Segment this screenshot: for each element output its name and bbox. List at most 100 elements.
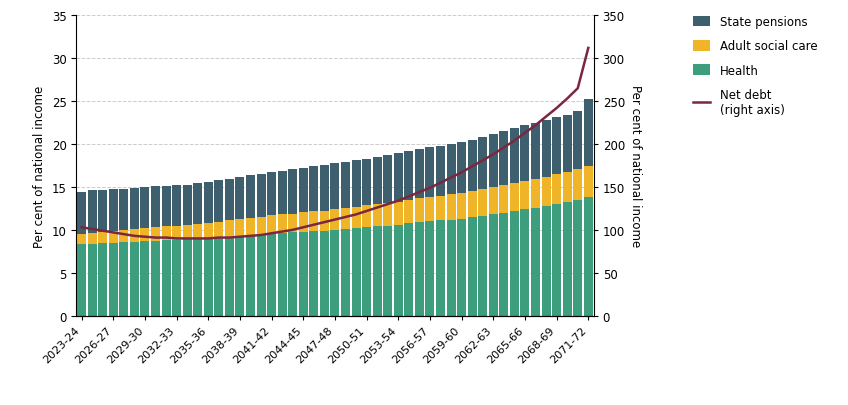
Bar [172,226,181,240]
Bar [236,220,244,236]
Bar [298,232,308,316]
Bar [204,224,213,239]
Bar [162,227,170,241]
Bar [109,243,118,316]
Bar [98,190,107,232]
Bar [478,190,488,217]
Bar [521,210,529,316]
Bar [141,188,149,228]
Bar [542,206,550,316]
Bar [521,126,529,181]
Bar [447,220,455,316]
Bar [383,156,393,203]
Bar [331,210,339,230]
Bar [257,234,265,316]
Bar [352,207,360,228]
Bar [352,228,360,316]
Bar [383,226,393,316]
Bar [393,225,403,316]
Bar [267,216,276,234]
Bar [393,154,403,202]
Bar [109,190,118,232]
Bar [130,230,139,242]
Bar [583,167,593,198]
Bar [415,198,424,223]
Bar [436,221,445,316]
Bar [552,175,561,205]
Bar [457,143,466,194]
Bar [436,146,445,196]
Bar [182,225,192,240]
Y-axis label: Per cent of national income: Per cent of national income [33,85,46,247]
Bar [151,187,160,228]
Bar [298,168,308,213]
Bar [510,129,519,183]
Bar [404,224,413,316]
Bar [320,211,329,231]
Bar [404,200,413,224]
Bar [373,158,382,205]
Bar [267,234,276,316]
Bar [457,194,466,219]
Bar [352,161,360,207]
Bar [204,239,213,316]
Bar [172,240,181,316]
Bar [277,171,287,215]
Bar [563,203,572,316]
Bar [499,186,508,213]
Bar [583,100,593,167]
Bar [277,215,287,233]
Bar [331,230,339,316]
Bar [77,234,86,245]
Bar [426,222,434,316]
Bar [193,184,202,224]
Bar [426,148,434,197]
Bar [468,218,477,316]
Bar [478,217,488,316]
Bar [257,174,265,217]
Bar [162,187,170,227]
Bar [130,242,139,316]
Bar [120,189,128,231]
Bar [499,132,508,186]
Bar [341,229,350,316]
Bar [531,179,540,208]
Bar [341,209,350,229]
Bar [98,232,107,243]
Bar [542,177,550,206]
Bar [320,231,329,316]
Bar [573,200,583,316]
Bar [215,181,223,222]
Bar [120,243,128,316]
Bar [172,186,181,226]
Bar [109,232,118,243]
Bar [447,145,455,195]
Bar [393,202,403,225]
Bar [310,212,318,232]
Bar [468,141,477,192]
Bar [215,238,223,316]
Bar [320,166,329,211]
Bar [383,203,393,226]
Bar [552,205,561,316]
Bar [77,193,86,234]
Bar [267,173,276,216]
Bar [162,241,170,316]
Bar [87,191,97,233]
Bar [225,237,234,316]
Bar [98,243,107,316]
Bar [341,163,350,209]
Bar [277,233,287,316]
Bar [182,240,192,316]
Bar [563,115,572,173]
Bar [225,221,234,237]
Bar [310,167,318,212]
Bar [488,215,498,316]
Bar [288,214,297,233]
Bar [246,218,255,235]
Bar [362,228,371,316]
Bar [193,239,202,316]
Bar [488,188,498,215]
Bar [236,178,244,220]
Bar [488,135,498,188]
